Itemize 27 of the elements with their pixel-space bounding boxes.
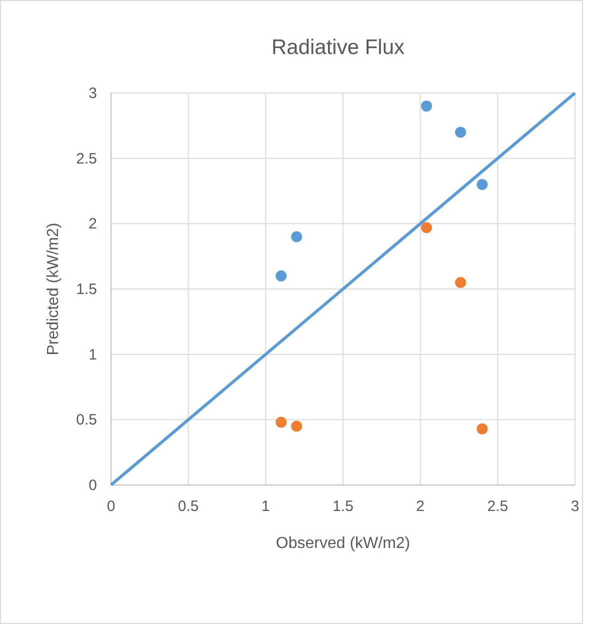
y-tick-label: 0.5 bbox=[76, 412, 97, 429]
y-tick-label: 2 bbox=[88, 216, 97, 233]
y-tick-label: 0 bbox=[88, 477, 97, 494]
point bbox=[276, 270, 287, 282]
point bbox=[276, 416, 287, 428]
x-tick-label: 2.5 bbox=[487, 498, 508, 515]
chart-title: Radiative Flux bbox=[271, 36, 406, 59]
y-axis-title: Predicted (kW/m2) bbox=[45, 222, 62, 356]
point bbox=[476, 423, 488, 434]
point bbox=[476, 178, 488, 190]
point bbox=[291, 231, 302, 242]
point bbox=[455, 126, 466, 138]
x-tick-label: 0 bbox=[106, 498, 116, 515]
y-tick-label: 1 bbox=[88, 346, 97, 364]
point bbox=[455, 276, 466, 288]
y-tick-label: 2.5 bbox=[76, 150, 97, 168]
point bbox=[291, 420, 302, 432]
x-tick-label: 1 bbox=[261, 498, 270, 515]
y-tick-label: 1.5 bbox=[76, 281, 97, 298]
x-tick-label: 2 bbox=[416, 498, 425, 515]
x-tick-label: 3 bbox=[570, 498, 580, 515]
x-tick-label: 1.5 bbox=[332, 498, 354, 515]
y-tick-label: 3 bbox=[88, 85, 97, 102]
point bbox=[421, 100, 432, 112]
x-tick-label: 0.5 bbox=[178, 498, 199, 515]
point bbox=[421, 222, 432, 234]
x-axis-title: Observed (kW/m2) bbox=[276, 535, 410, 552]
